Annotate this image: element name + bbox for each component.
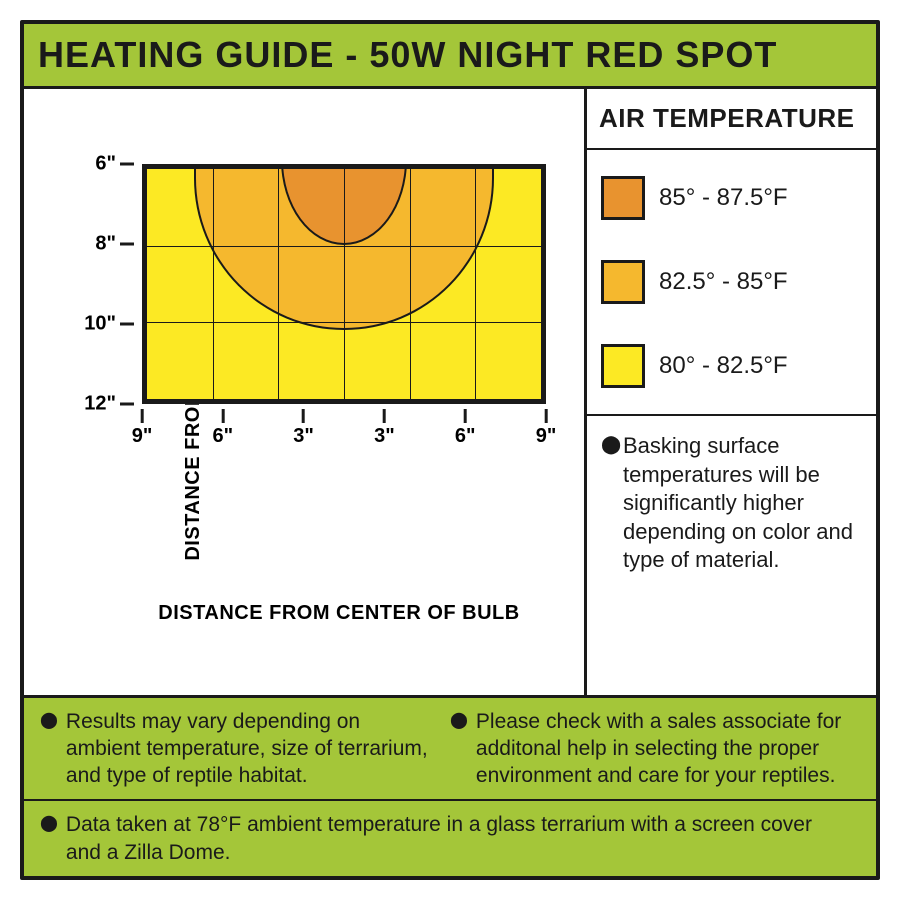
heatmap-plot	[142, 164, 546, 404]
footer: ⬤ Results may vary depending on ambient …	[24, 695, 876, 876]
page-title: HEATING GUIDE - 50W NIGHT RED SPOT	[38, 34, 862, 76]
main-row: DISTANCE FROM HEAT SOURCE 6" 8" 10" 12" …	[24, 89, 876, 695]
legend-title: AIR TEMPERATURE	[599, 103, 864, 134]
legend-label: 82.5° - 85°F	[659, 268, 788, 296]
chart-column: DISTANCE FROM HEAT SOURCE 6" 8" 10" 12" …	[24, 89, 584, 695]
legend-label: 85° - 87.5°F	[659, 184, 788, 212]
footer-text: Please check with a sales associate for …	[476, 708, 850, 790]
grid-line	[147, 246, 541, 247]
x-axis-label: DISTANCE FROM CENTER OF BULB	[34, 602, 574, 625]
legend-note: ⬤ Basking surface temperatures will be s…	[587, 414, 876, 695]
legend-column: AIR TEMPERATURE 85° - 87.5°F 82.5° - 85°F…	[584, 89, 876, 695]
guide-frame: HEATING GUIDE - 50W NIGHT RED SPOT DISTA…	[20, 20, 880, 880]
x-tick-label: 6"	[455, 425, 476, 448]
footer-bullet: ⬤ Data taken at 78°F ambient temperature…	[40, 811, 860, 866]
grid-line	[410, 169, 411, 399]
legend-note-bullet: ⬤ Basking surface temperatures will be s…	[601, 432, 862, 575]
grid-line	[213, 169, 214, 399]
legend-row: 85° - 87.5°F	[601, 176, 862, 220]
bullet-icon: ⬤	[40, 811, 58, 866]
bullet-icon: ⬤	[40, 708, 58, 790]
grid-line	[278, 169, 279, 399]
footer-text: Results may vary depending on ambient te…	[66, 708, 440, 790]
x-tick-label: 3"	[374, 425, 395, 448]
y-tick-label: 10"	[84, 312, 116, 335]
legend-row: 82.5° - 85°F	[601, 260, 862, 304]
x-tick-label: 9"	[132, 425, 153, 448]
bullet-icon: ⬤	[450, 708, 468, 790]
x-tick-label: 9"	[536, 425, 557, 448]
legend-swatch	[601, 260, 645, 304]
legend-swatch	[601, 344, 645, 388]
y-tick-label: 8"	[95, 232, 116, 255]
legend-label: 80° - 82.5°F	[659, 352, 788, 380]
y-tick-label: 12"	[84, 393, 116, 416]
title-bar: HEATING GUIDE - 50W NIGHT RED SPOT	[24, 24, 876, 89]
footer-text: Data taken at 78°F ambient temperature i…	[66, 811, 850, 866]
y-tick-label: 6"	[95, 153, 116, 176]
grid-line	[475, 169, 476, 399]
heatmap: DISTANCE FROM HEAT SOURCE 6" 8" 10" 12" …	[34, 109, 574, 685]
grid-line	[344, 169, 345, 399]
footer-bullet: ⬤ Please check with a sales associate fo…	[450, 708, 860, 790]
legend-title-box: AIR TEMPERATURE	[587, 89, 876, 150]
x-ticks: 9" 6" 3" 3" 6" 9"	[142, 409, 546, 459]
bullet-icon: ⬤	[601, 432, 615, 575]
footer-bullet: ⬤ Results may vary depending on ambient …	[40, 708, 450, 790]
legend-row: 80° - 82.5°F	[601, 344, 862, 388]
legend-items: 85° - 87.5°F 82.5° - 85°F 80° - 82.5°F	[587, 150, 876, 414]
legend-swatch	[601, 176, 645, 220]
x-tick-label: 6"	[212, 425, 233, 448]
x-tick-label: 3"	[293, 425, 314, 448]
legend-note-text: Basking surface temperatures will be sig…	[623, 432, 862, 575]
footer-row-1: ⬤ Results may vary depending on ambient …	[24, 698, 876, 802]
y-ticks: 6" 8" 10" 12"	[94, 164, 134, 404]
grid-line	[147, 322, 541, 323]
footer-row-2: ⬤ Data taken at 78°F ambient temperature…	[24, 801, 876, 876]
